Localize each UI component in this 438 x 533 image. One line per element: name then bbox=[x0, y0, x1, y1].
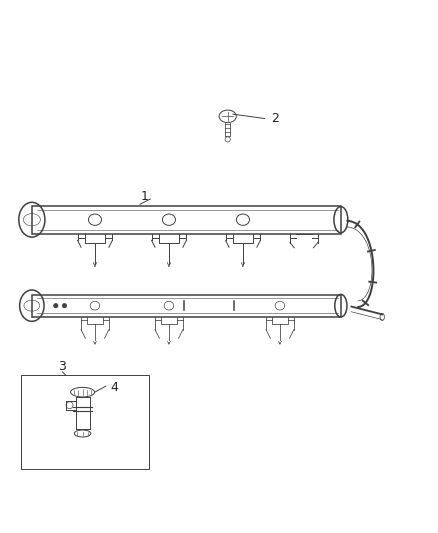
Ellipse shape bbox=[62, 303, 67, 308]
Text: 4: 4 bbox=[110, 381, 118, 393]
Text: 3: 3 bbox=[58, 360, 66, 373]
Bar bbox=[21, 375, 149, 469]
Text: 2: 2 bbox=[271, 112, 279, 125]
Text: 1: 1 bbox=[141, 190, 149, 204]
Ellipse shape bbox=[53, 303, 58, 308]
